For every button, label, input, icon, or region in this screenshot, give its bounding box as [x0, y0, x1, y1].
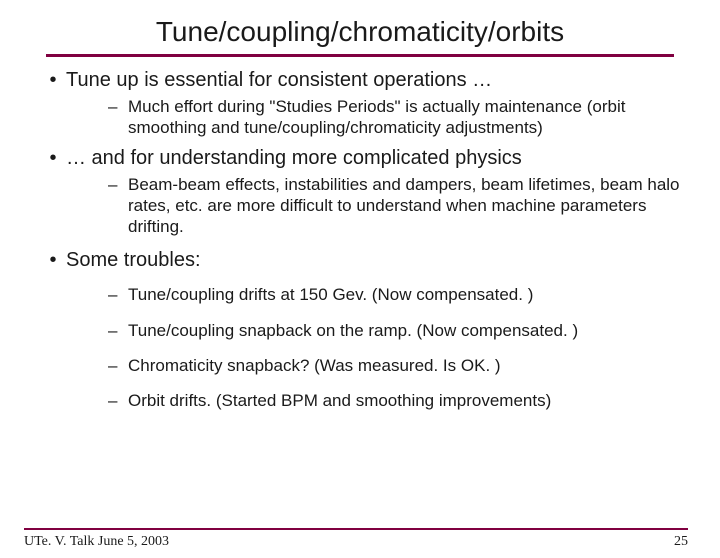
sub-bullet-text: Tune/coupling drifts at 150 Gev. (Now co…	[128, 284, 680, 305]
footer-row: UTe. V. Talk June 5, 2003 25	[24, 534, 688, 550]
sub-bullet-item: – Orbit drifts. (Started BPM and smoothi…	[108, 390, 680, 411]
sub-bullet-item: – Tune/coupling snapback on the ramp. (N…	[108, 320, 680, 341]
bullet-dot: •	[40, 147, 66, 170]
bullet-text: Some troubles:	[66, 249, 680, 272]
sub-bullet-text: Much effort during "Studies Periods" is …	[128, 96, 680, 139]
bullet-dot: •	[40, 249, 66, 272]
sub-bullet-text: Tune/coupling snapback on the ramp. (Now…	[128, 320, 680, 341]
footer-rule	[24, 528, 688, 530]
bullet-text: … and for understanding more complicated…	[66, 147, 680, 170]
bullet-item: • … and for understanding more complicat…	[40, 147, 680, 170]
sub-list: – Beam-beam effects, instabilities and d…	[108, 174, 680, 238]
dash-icon: –	[108, 284, 128, 305]
sub-bullet-item: – Much effort during "Studies Periods" i…	[108, 96, 680, 139]
slide: Tune/coupling/chromaticity/orbits • Tune…	[0, 0, 720, 558]
dash-icon: –	[108, 355, 128, 376]
sub-bullet-item: – Beam-beam effects, instabilities and d…	[108, 174, 680, 238]
title-rule	[46, 54, 674, 57]
slide-title: Tune/coupling/chromaticity/orbits	[40, 16, 680, 48]
dash-icon: –	[108, 390, 128, 411]
dash-icon: –	[108, 320, 128, 341]
sub-bullet-text: Beam-beam effects, instabilities and dam…	[128, 174, 680, 238]
sub-bullet-item: – Tune/coupling drifts at 150 Gev. (Now …	[108, 284, 680, 305]
bullet-item: • Tune up is essential for consistent op…	[40, 69, 680, 92]
footer-left: UTe. V. Talk June 5, 2003	[24, 534, 169, 550]
bullet-text: Tune up is essential for consistent oper…	[66, 69, 680, 92]
bullet-dot: •	[40, 69, 66, 92]
content-area: • Tune up is essential for consistent op…	[40, 69, 680, 411]
bullet-item: • Some troubles:	[40, 249, 680, 272]
sub-bullet-item: – Chromaticity snapback? (Was measured. …	[108, 355, 680, 376]
sub-list: – Much effort during "Studies Periods" i…	[108, 96, 680, 139]
dash-icon: –	[108, 174, 128, 238]
sub-bullet-text: Chromaticity snapback? (Was measured. Is…	[128, 355, 680, 376]
sub-list: – Tune/coupling drifts at 150 Gev. (Now …	[108, 284, 680, 411]
sub-bullet-text: Orbit drifts. (Started BPM and smoothing…	[128, 390, 680, 411]
footer: UTe. V. Talk June 5, 2003 25	[0, 528, 720, 550]
page-number: 25	[674, 534, 688, 550]
dash-icon: –	[108, 96, 128, 139]
